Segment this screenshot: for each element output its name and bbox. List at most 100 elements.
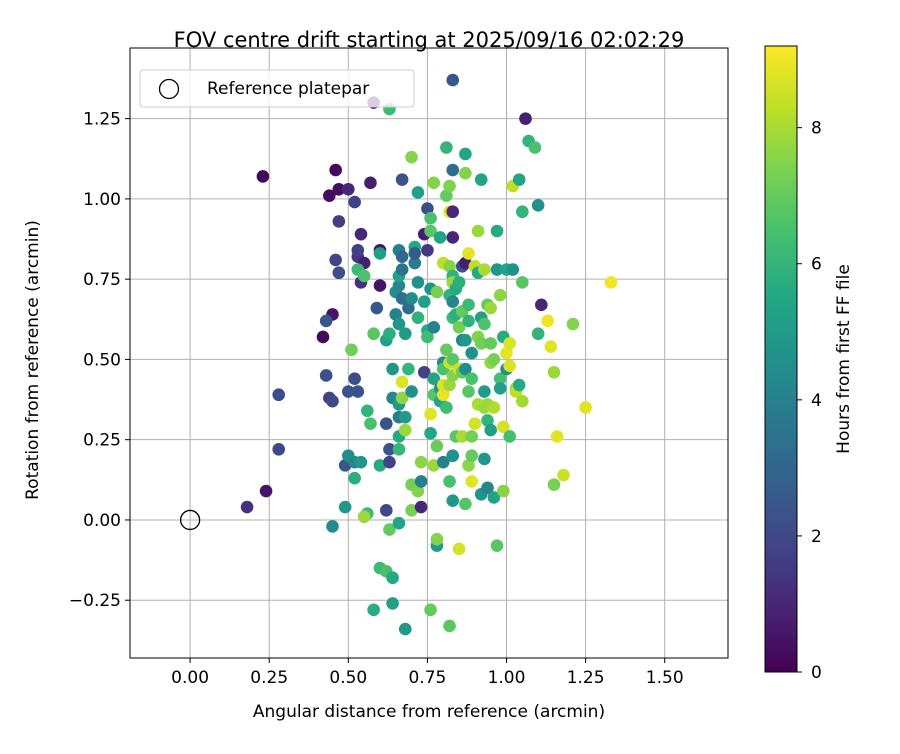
data-point [326, 394, 339, 408]
data-point [411, 276, 425, 289]
y-tick-label: 1.25 [83, 110, 121, 130]
data-point [459, 147, 472, 161]
legend-label: Reference platepar [207, 79, 369, 99]
data-point [351, 385, 365, 398]
data-point [272, 388, 286, 402]
colorbar-tick-label: 6 [811, 255, 822, 275]
data-point [459, 333, 472, 347]
data-point [516, 205, 529, 219]
legend-marker-icon [158, 78, 180, 100]
data-point [402, 301, 415, 315]
data-point [398, 410, 412, 424]
data-point [452, 276, 466, 289]
data-point [440, 189, 453, 202]
y-tick-label: 0.75 [83, 270, 121, 290]
data-point [338, 500, 352, 514]
data-point [414, 475, 428, 488]
data-point [452, 321, 466, 334]
x-tick-label: 0.75 [408, 668, 446, 688]
data-point [424, 224, 437, 238]
data-point [440, 343, 453, 357]
data-point [411, 186, 425, 199]
data-point [367, 327, 380, 341]
data-point [531, 199, 545, 212]
data-point [398, 423, 412, 437]
data-point [579, 401, 592, 414]
data-point [531, 327, 545, 341]
data-point [547, 365, 561, 379]
data-point [443, 378, 456, 392]
plot-frame [129, 47, 729, 659]
data-point [342, 385, 355, 398]
data-point [503, 337, 516, 350]
data-point [259, 484, 273, 498]
data-point [440, 401, 453, 414]
data-point [490, 539, 504, 552]
data-point [272, 443, 286, 456]
data-point [500, 346, 513, 360]
y-tick-label: 0.50 [83, 350, 121, 370]
data-point [395, 292, 409, 305]
data-point [468, 417, 482, 430]
data-point [487, 401, 501, 414]
data-point [446, 163, 460, 177]
colorbar-tick-label: 2 [811, 527, 822, 547]
data-point [484, 301, 497, 315]
x-tick-label: 1.00 [488, 668, 526, 688]
data-point [446, 295, 460, 308]
data-point [395, 391, 409, 405]
data-point [443, 619, 456, 633]
data-point [373, 247, 387, 260]
data-point [405, 292, 418, 305]
y-tick-label: −0.25 [69, 591, 121, 611]
x-axis-label: Angular distance from reference (arcmin) [253, 702, 605, 722]
data-point [427, 372, 441, 385]
data-point [481, 414, 494, 427]
data-point [354, 455, 368, 469]
data-point [408, 247, 422, 260]
data-point [512, 378, 526, 392]
data-point [370, 301, 384, 315]
data-point [332, 266, 346, 280]
data-point [446, 231, 460, 244]
data-point [389, 308, 403, 321]
data-point [459, 362, 472, 376]
data-point [329, 163, 342, 177]
data-point [379, 504, 393, 517]
data-point [516, 276, 529, 289]
data-point [402, 362, 415, 376]
data-point [497, 420, 510, 434]
x-tick-label: 1.25 [567, 668, 605, 688]
data-point [436, 455, 450, 469]
data-point [398, 327, 412, 341]
data-point [566, 317, 580, 331]
data-point [427, 459, 441, 472]
data-point [414, 500, 428, 514]
data-point [383, 455, 396, 469]
reference-platepar-marker [179, 509, 201, 531]
y-tick-label: 0.00 [83, 511, 121, 531]
data-point [348, 372, 361, 385]
data-point [462, 298, 475, 312]
data-point [424, 211, 437, 225]
data-points [240, 73, 618, 636]
data-point [383, 443, 396, 456]
data-point [455, 430, 469, 443]
data-point [484, 337, 497, 350]
data-point [405, 385, 418, 398]
data-point [478, 263, 491, 276]
data-point [544, 340, 558, 353]
data-point [395, 173, 409, 186]
data-point [490, 263, 504, 276]
data-point [446, 205, 460, 219]
data-point [357, 510, 371, 524]
data-point [411, 311, 425, 324]
data-point [547, 478, 561, 491]
data-point [364, 417, 377, 430]
data-point [395, 250, 409, 263]
data-point [427, 321, 441, 334]
data-point [474, 337, 488, 350]
data-point [481, 481, 494, 495]
data-point [392, 317, 406, 331]
data-point [604, 276, 618, 289]
